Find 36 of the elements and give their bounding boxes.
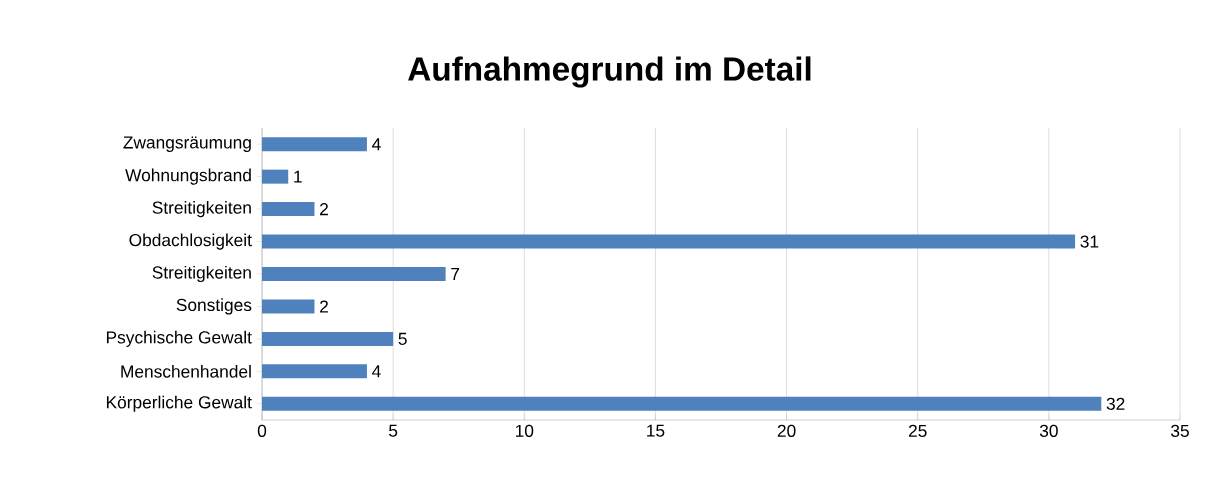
- data-label: 4: [372, 365, 381, 378]
- y-tick-label: Obdachlosigkeit: [129, 233, 252, 250]
- bar: [262, 299, 315, 314]
- bar: [262, 396, 1102, 411]
- bar: [262, 137, 367, 152]
- bar: [262, 169, 289, 184]
- y-tick-label: Körperliche Gewalt: [106, 395, 252, 412]
- data-label: 2: [320, 203, 328, 216]
- bar: [262, 364, 367, 379]
- data-label: 5: [398, 332, 407, 345]
- y-tick-label: Streitigkeiten: [152, 201, 251, 218]
- x-tick-label: 10: [515, 424, 534, 437]
- x-tick-label: 35: [1171, 424, 1189, 437]
- y-tick-label: Menschenhandel: [121, 364, 251, 378]
- data-label: 4: [372, 138, 381, 151]
- bar: [262, 234, 1076, 249]
- data-label: 2: [320, 300, 328, 313]
- y-tick-label: Streitigkeiten: [152, 265, 251, 283]
- x-tick-label: 5: [389, 424, 398, 437]
- y-tick-label: Wohnungsbrand: [125, 168, 251, 185]
- x-tick-label: 20: [777, 424, 796, 437]
- bar: [262, 202, 315, 217]
- x-tick-label: 25: [908, 424, 927, 437]
- x-tick-label: 30: [1039, 424, 1058, 437]
- data-label: 7: [451, 268, 460, 280]
- bar: [262, 266, 446, 281]
- y-tick-label: Psychische Gewalt: [106, 330, 252, 347]
- data-label: 32: [1106, 397, 1125, 410]
- data-label: 1: [294, 170, 302, 183]
- bar: [262, 331, 394, 346]
- x-tick-label: 15: [647, 424, 665, 437]
- x-tick-label: 0: [257, 424, 267, 437]
- y-tick-label: Sonstiges: [176, 298, 252, 315]
- y-tick-label: Zwangsräumung: [123, 136, 251, 152]
- chart-title: Aufnahmegrund im Detail: [408, 56, 811, 88]
- data-label: 31: [1080, 235, 1099, 248]
